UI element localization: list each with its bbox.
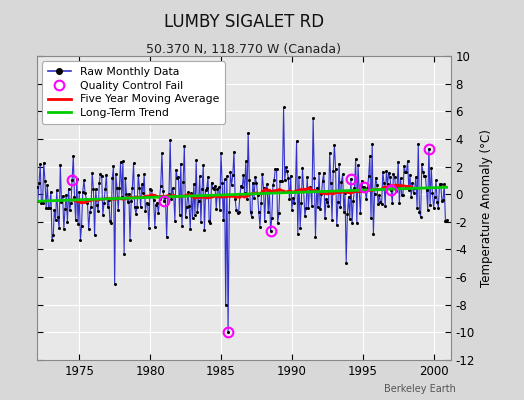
Title: 50.370 N, 118.770 W (Canada): 50.370 N, 118.770 W (Canada) [146,43,341,56]
Legend: Raw Monthly Data, Quality Control Fail, Five Year Moving Average, Long-Term Tren: Raw Monthly Data, Quality Control Fail, … [42,62,225,124]
Text: LUMBY SIGALET RD: LUMBY SIGALET RD [163,13,324,31]
Text: Berkeley Earth: Berkeley Earth [384,384,456,394]
Y-axis label: Temperature Anomaly (°C): Temperature Anomaly (°C) [481,129,494,287]
